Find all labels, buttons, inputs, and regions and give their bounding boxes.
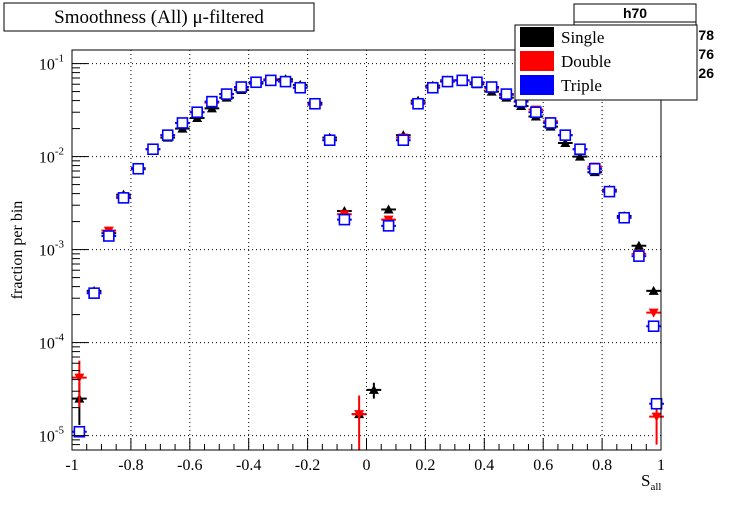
stats-box-value-3: 26 <box>698 65 714 81</box>
marker-open-square <box>559 129 572 141</box>
x-tick-label: 1 <box>657 457 665 474</box>
y-tick-label: 10-5 <box>39 425 65 446</box>
marker-open-square <box>235 81 248 93</box>
marker-open-square <box>382 220 395 232</box>
stats-box-value-1: 78 <box>698 27 714 43</box>
legend-swatch-triple <box>520 75 554 95</box>
marker-open-square <box>647 320 660 333</box>
marker-open-square <box>544 117 557 129</box>
marker-open-square <box>103 230 115 242</box>
marker-triangle-down <box>651 412 662 422</box>
marker-open-square <box>633 250 645 262</box>
stats-box-title: h70 <box>623 5 647 21</box>
marker-triangle-down <box>648 308 659 318</box>
marker-open-square <box>485 81 498 93</box>
marker-open-square <box>603 185 616 198</box>
x-axis-title: Sall <box>641 471 661 493</box>
marker-triangle-up <box>368 384 379 394</box>
marker-open-square <box>250 76 262 89</box>
marker-open-square <box>309 97 321 110</box>
y-tick-label: 10-4 <box>39 332 65 353</box>
x-tick-label: 0.4 <box>474 457 494 474</box>
y-tick-label: 10-3 <box>39 239 65 260</box>
title-box-frame <box>3 2 315 32</box>
marker-triangle-up <box>575 151 586 161</box>
marker-open-square <box>441 75 454 88</box>
marker-open-square <box>650 397 663 410</box>
marker-open-square <box>117 192 130 204</box>
marker-open-square <box>588 162 601 175</box>
marker-open-square <box>279 75 292 88</box>
series-triple <box>72 74 664 438</box>
y-axis-title: fraction per bin <box>9 201 26 300</box>
marker-open-square <box>206 95 218 108</box>
marker-open-square <box>426 81 439 94</box>
chart-title: Smoothness (All) μ-filtered <box>54 7 264 28</box>
marker-open-square <box>147 143 159 156</box>
marker-triangle-up <box>383 204 394 214</box>
legend-label-double: Double <box>561 52 611 71</box>
axes-layer: -1 -0.8 -0.6 -0.4 -0.2 0 0.2 0.4 0.6 0.8 1 10-5 10-4… <box>39 53 665 474</box>
x-axis-title-main: S <box>641 471 650 490</box>
x-tick-label: 0.8 <box>592 457 612 474</box>
marker-open-square <box>176 117 189 129</box>
marker-triangle-up <box>648 285 659 295</box>
marker-open-square <box>73 425 86 438</box>
marker-triangle-down <box>354 410 365 420</box>
title-box: Smoothness (All) μ-filtered <box>3 2 315 32</box>
marker-open-square <box>294 81 307 94</box>
marker-triangle-up <box>633 240 644 250</box>
x-axis-title-sub: all <box>650 481 661 493</box>
legend-label-single: Single <box>561 28 604 47</box>
marker-open-square <box>500 88 513 100</box>
marker-open-square <box>323 134 336 147</box>
x-tick-label: -0.6 <box>177 457 202 474</box>
marker-open-square <box>161 129 174 141</box>
marker-open-square <box>574 143 586 156</box>
marker-open-square <box>191 106 203 119</box>
y-tick-label: 10-1 <box>39 53 64 74</box>
y-tick-label: 10-2 <box>39 146 64 167</box>
x-tick-label: -1 <box>65 457 78 474</box>
x-tick-label: 0 <box>363 457 371 474</box>
legend-swatch-double <box>520 51 554 71</box>
marker-open-square <box>338 213 351 226</box>
legend-label-triple: Triple <box>561 76 602 95</box>
stats-box-value-2: 76 <box>698 46 714 62</box>
marker-open-square <box>412 97 424 110</box>
marker-open-square <box>618 211 630 224</box>
data-layer <box>72 74 664 450</box>
marker-open-square <box>264 74 277 87</box>
grid-layer <box>72 50 661 450</box>
marker-open-square <box>132 162 145 175</box>
marker-triangle-down <box>74 373 85 383</box>
legend: Single Double Triple <box>514 24 698 101</box>
marker-open-square <box>220 88 233 100</box>
x-tick-label: 0.6 <box>533 457 553 474</box>
marker-open-square <box>456 74 469 87</box>
marker-open-square <box>530 106 542 119</box>
legend-swatch-single <box>520 27 554 47</box>
marker-open-square <box>397 134 410 147</box>
x-tick-label: -0.2 <box>295 457 320 474</box>
marker-open-square <box>471 76 483 89</box>
marker-triangle-up <box>560 138 571 148</box>
marker-triangle-up <box>206 103 217 113</box>
x-tick-label: 0.2 <box>415 457 435 474</box>
x-tick-label: -0.8 <box>118 457 143 474</box>
x-tick-label: -0.4 <box>236 457 261 474</box>
marker-open-square <box>88 287 100 299</box>
